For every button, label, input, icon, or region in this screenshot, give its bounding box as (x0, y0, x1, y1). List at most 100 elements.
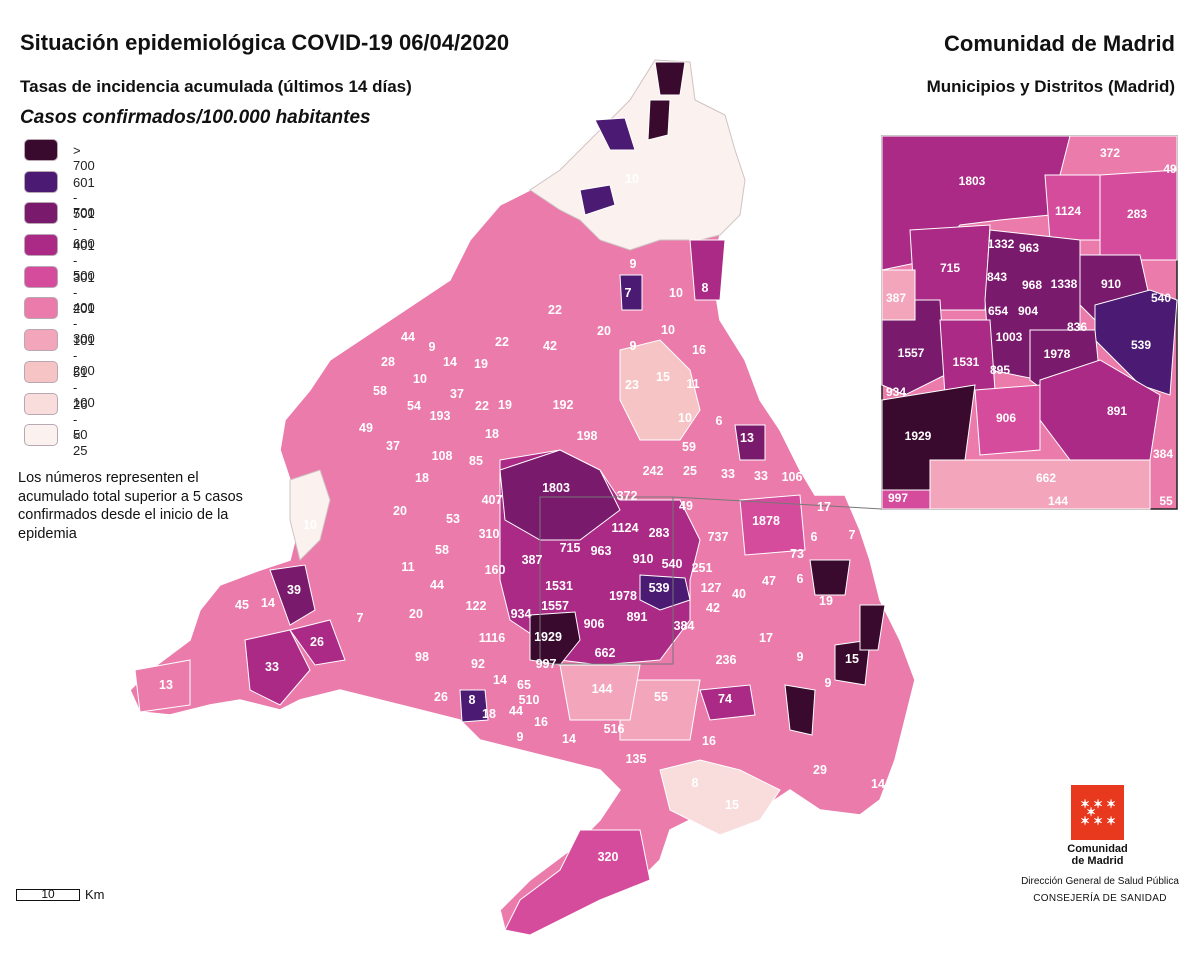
map-count-label: 108 (432, 449, 453, 463)
map-count-label: 44 (430, 578, 444, 592)
map-count-label: 192 (553, 398, 574, 412)
legend-swatch (24, 392, 58, 415)
legend-swatch (24, 424, 58, 447)
map-count-label: 73 (790, 547, 804, 561)
map-count-label: 193 (430, 409, 451, 423)
map-count-label: 20 (597, 324, 611, 338)
map-count-label: 16 (692, 343, 706, 357)
region-13-ne (734, 424, 766, 461)
map-count-label: 26 (310, 635, 324, 649)
map-count-label: 18 (415, 471, 429, 485)
map-count-label: 160 (485, 563, 506, 577)
map-count-label: 127 (701, 581, 722, 595)
map-count-label: 22 (475, 399, 489, 413)
map-count-label: 10 (661, 323, 675, 337)
map-count-label: 15 (845, 652, 859, 666)
legend-label: 301 - 400 (73, 269, 95, 315)
map-count-label: 122 (466, 599, 487, 613)
map-count-label: 662 (595, 646, 616, 660)
map-count-label: 19 (819, 594, 833, 608)
map-subtitle: Tasas de incidencia acumulada (últimos 1… (20, 77, 412, 96)
map-count-label: 14 (261, 596, 275, 610)
map-count-label: 13 (740, 431, 754, 445)
logo-line-2: de Madrid (1071, 855, 1124, 867)
inset-locator (539, 496, 674, 665)
inset-count-label: 1338 (1051, 277, 1078, 291)
map-count-label: 6 (716, 414, 723, 428)
map-count-label: 18 (485, 427, 499, 441)
map-count-label: 20 (393, 504, 407, 518)
map-count-label: 106 (782, 470, 803, 484)
map-count-label: 242 (643, 464, 664, 478)
region-1878 (739, 494, 806, 556)
map-count-label: 135 (626, 752, 647, 766)
map-count-label: 39 (287, 583, 301, 597)
map-count-label: 65 (517, 678, 531, 692)
map-count-label: 23 (625, 378, 639, 392)
inset-count-label: 384 (1153, 447, 1173, 461)
map-count-label: 1878 (752, 514, 780, 528)
map-count-label: 310 (479, 527, 500, 541)
map-count-label: 9 (429, 340, 436, 354)
svg-text:✶: ✶ (1086, 805, 1096, 819)
legend-swatch (24, 202, 58, 225)
map-count-label: 9 (797, 650, 804, 664)
org-consejeria: CONSEJERÍA DE SANIDAD (1033, 893, 1167, 904)
map-count-label: 22 (548, 303, 562, 317)
inset-count-label: 49 (1163, 162, 1177, 176)
region-13-w (134, 659, 191, 713)
map-count-label: 8 (469, 693, 476, 707)
comunidad-madrid-logo: ✶ ✶ ✶ ✶ ✶ ✶ ✶ (1071, 785, 1124, 840)
inset-count-label: 540 (1151, 291, 1171, 305)
legend-swatch (24, 265, 58, 288)
scale-value: 10 (41, 886, 55, 901)
map-count-label: 55 (654, 690, 668, 704)
map-count-label: 49 (679, 499, 693, 513)
map-count-label: 6 (797, 572, 804, 586)
map-count-label: 15 (725, 798, 739, 812)
legend-note: Los números representen el acumulado tot… (18, 470, 243, 542)
map-count-label: 45 (235, 598, 249, 612)
region-539 (639, 574, 691, 611)
map-count-label: 1803 (542, 481, 570, 495)
map-count-label: 29 (813, 763, 827, 777)
region-purple-n (594, 117, 636, 151)
map-count-label: 18 (482, 707, 496, 721)
map-count-label: 1557 (541, 599, 569, 613)
scale-unit: Km (85, 887, 105, 903)
map-count-label: 737 (708, 530, 729, 544)
svg-text:✶: ✶ (1080, 814, 1090, 828)
inset-count-label: 387 (886, 291, 906, 305)
map-count-label: 16 (702, 734, 716, 748)
inset-count-label: 1332 (988, 237, 1015, 251)
map-count-label: 236 (716, 653, 737, 667)
map-count-label: 9 (630, 339, 637, 353)
inset-count-label: 55 (1159, 494, 1173, 508)
inset-connector (672, 496, 883, 510)
map-count-label: 17 (817, 500, 831, 514)
inset-387 (881, 269, 916, 321)
region-320 (504, 829, 651, 936)
svg-text:✶: ✶ (1106, 814, 1116, 828)
map-count-label: 11 (401, 560, 414, 574)
legend-label: < 25 (73, 428, 88, 459)
legend-label: 201 - 300 (73, 301, 95, 347)
inset-count-label: 715 (940, 261, 960, 275)
inset-count-label: 1929 (905, 429, 932, 443)
legend-label: 51 - 100 (73, 364, 95, 410)
inset-count-label: 904 (1018, 304, 1038, 318)
map-count-label: 14 (562, 732, 576, 746)
legend-swatch (24, 329, 58, 352)
map-count-label: 997 (536, 657, 557, 671)
map-count-label: 13 (159, 678, 173, 692)
legend-swatch (24, 170, 58, 193)
inset-283 (1099, 169, 1178, 261)
svg-text:✶: ✶ (1080, 797, 1090, 811)
inset-count-label: 662 (1036, 471, 1056, 485)
region-74 (699, 684, 756, 721)
inset-count-label: 934 (886, 385, 906, 399)
map-count-label: 14 (443, 355, 457, 369)
map-count-label: 7 (357, 611, 364, 625)
region-dark-n2 (647, 99, 671, 141)
